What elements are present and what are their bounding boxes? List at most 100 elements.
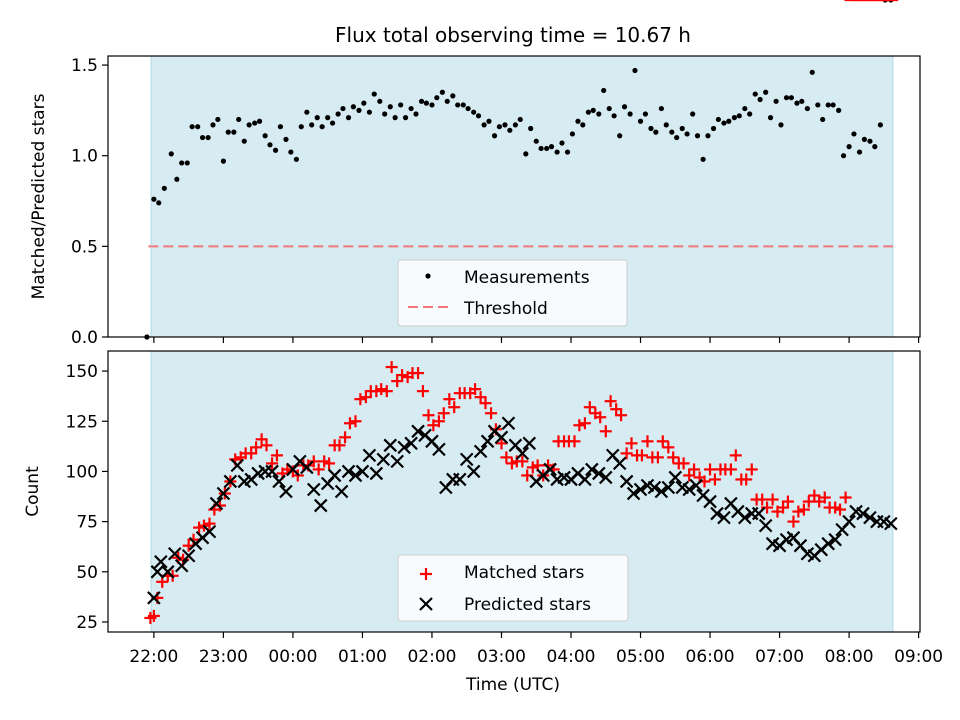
measurement-point bbox=[195, 124, 201, 130]
predicted-star-point bbox=[578, 472, 592, 487]
predicted-star-point bbox=[452, 472, 467, 487]
measurement-point bbox=[538, 145, 544, 152]
ratio-y-axis: 0.0 0.5 1.0 1.5 bbox=[71, 56, 108, 348]
x-tick-label: 04:00 bbox=[547, 647, 596, 667]
matched-star-point bbox=[443, 393, 456, 406]
measurement-point bbox=[627, 111, 633, 117]
matched-star-point bbox=[270, 449, 283, 462]
predicted-star-point bbox=[341, 464, 356, 479]
x-tick-label: 23:00 bbox=[199, 647, 248, 667]
measurement-point bbox=[877, 122, 883, 128]
measurement-point bbox=[246, 122, 252, 128]
predicted-star-point bbox=[348, 468, 363, 483]
measurement-point bbox=[820, 116, 826, 123]
matched-star-point bbox=[422, 409, 435, 422]
predicted-star-point bbox=[147, 591, 161, 605]
measurement-point bbox=[637, 118, 644, 124]
measurement-point bbox=[502, 122, 508, 128]
measurement-point bbox=[799, 98, 805, 104]
measurement-point bbox=[632, 67, 638, 74]
matched-star-point bbox=[432, 415, 445, 428]
predicted-star-point bbox=[598, 470, 613, 485]
matched-star-point bbox=[615, 409, 628, 422]
measurement-point bbox=[199, 134, 206, 141]
matched-star-point bbox=[245, 447, 258, 460]
measurement-point bbox=[398, 102, 404, 108]
predicted-star-point bbox=[404, 436, 418, 451]
measurement-point bbox=[189, 124, 195, 130]
chart-title: Flux total observing time = 10.67 h bbox=[335, 23, 691, 47]
predicted-star-point bbox=[689, 478, 703, 493]
matched-star-point bbox=[203, 517, 216, 530]
matched-star-point bbox=[667, 451, 680, 464]
matched-star-point bbox=[818, 491, 831, 504]
predicted-star-point bbox=[480, 434, 495, 449]
x-tick-label: 09:00 bbox=[894, 647, 943, 667]
predicted-star-point bbox=[501, 416, 516, 431]
x-axis-label: Time (UTC) bbox=[465, 675, 560, 695]
measurement-point bbox=[773, 98, 779, 104]
measurement-point bbox=[319, 124, 325, 130]
measurement-point bbox=[168, 151, 174, 157]
x-tick-label: 00:00 bbox=[268, 647, 317, 667]
ratio-y-axis-label: Matched/Predicted stars bbox=[29, 93, 49, 299]
y-tick-label: 25 bbox=[76, 613, 98, 633]
legend-matched-marker bbox=[420, 568, 432, 580]
measurement-point bbox=[564, 149, 571, 155]
predicted-star-point bbox=[397, 440, 411, 455]
matched-star-point bbox=[656, 435, 669, 448]
ratio-axes-frame bbox=[107, 55, 921, 338]
predicted-star-point bbox=[863, 510, 877, 525]
measurement-point bbox=[283, 136, 289, 142]
matched-star-point bbox=[839, 491, 852, 504]
measurement-point bbox=[329, 120, 336, 126]
matched-star-point bbox=[704, 463, 717, 476]
predicted-star-point bbox=[383, 438, 398, 453]
measurement-point bbox=[851, 131, 857, 137]
measurement-point bbox=[783, 95, 790, 101]
matched-star-point bbox=[375, 383, 388, 396]
matched-star-point bbox=[266, 457, 279, 470]
measurement-point bbox=[663, 122, 669, 128]
count-y-axis: 25 50 75 100 125 150 bbox=[66, 362, 108, 633]
measurement-point bbox=[846, 144, 852, 150]
measurement-point bbox=[690, 111, 696, 117]
legend-measurements-label: Measurements bbox=[464, 268, 590, 288]
measurement-point bbox=[161, 185, 167, 191]
y-tick-label: 1.5 bbox=[71, 56, 98, 76]
x-tick-label: 02:00 bbox=[407, 647, 456, 667]
matched-star-point bbox=[808, 489, 821, 502]
measurement-point bbox=[544, 145, 550, 152]
matched-star-point bbox=[777, 501, 790, 514]
measurement-point bbox=[809, 69, 815, 75]
matched-star-point bbox=[651, 451, 664, 464]
ratio-legend: Measurements Threshold bbox=[397, 259, 628, 327]
measurement-point bbox=[444, 98, 450, 104]
predicted-star-point bbox=[585, 462, 599, 477]
measurement-point bbox=[236, 116, 242, 123]
predicted-star-point bbox=[633, 482, 648, 497]
legend-predicted-marker bbox=[419, 597, 433, 611]
measurement-point bbox=[840, 153, 847, 159]
predicted-star-point bbox=[334, 484, 349, 499]
measurement-point bbox=[601, 87, 607, 94]
measurement-point bbox=[658, 105, 664, 112]
matched-star-point bbox=[583, 401, 596, 414]
legend-matched-label: Matched stars bbox=[464, 563, 584, 583]
measurement-point bbox=[267, 142, 273, 148]
measurement-point bbox=[491, 133, 498, 139]
measurement-point bbox=[731, 115, 737, 121]
measurement-point bbox=[277, 124, 284, 130]
measurement-point bbox=[836, 107, 842, 113]
measurement-point bbox=[475, 113, 482, 119]
predicted-star-point bbox=[376, 452, 391, 467]
measurement-point bbox=[377, 98, 383, 104]
predicted-star-point bbox=[181, 548, 196, 563]
y-tick-label: 0.5 bbox=[71, 237, 98, 257]
matched-star-point bbox=[724, 463, 737, 476]
measurement-point bbox=[356, 107, 362, 113]
predicted-star-point bbox=[592, 466, 606, 481]
predicted-star-point bbox=[300, 460, 314, 475]
matched-star-point bbox=[662, 441, 675, 454]
